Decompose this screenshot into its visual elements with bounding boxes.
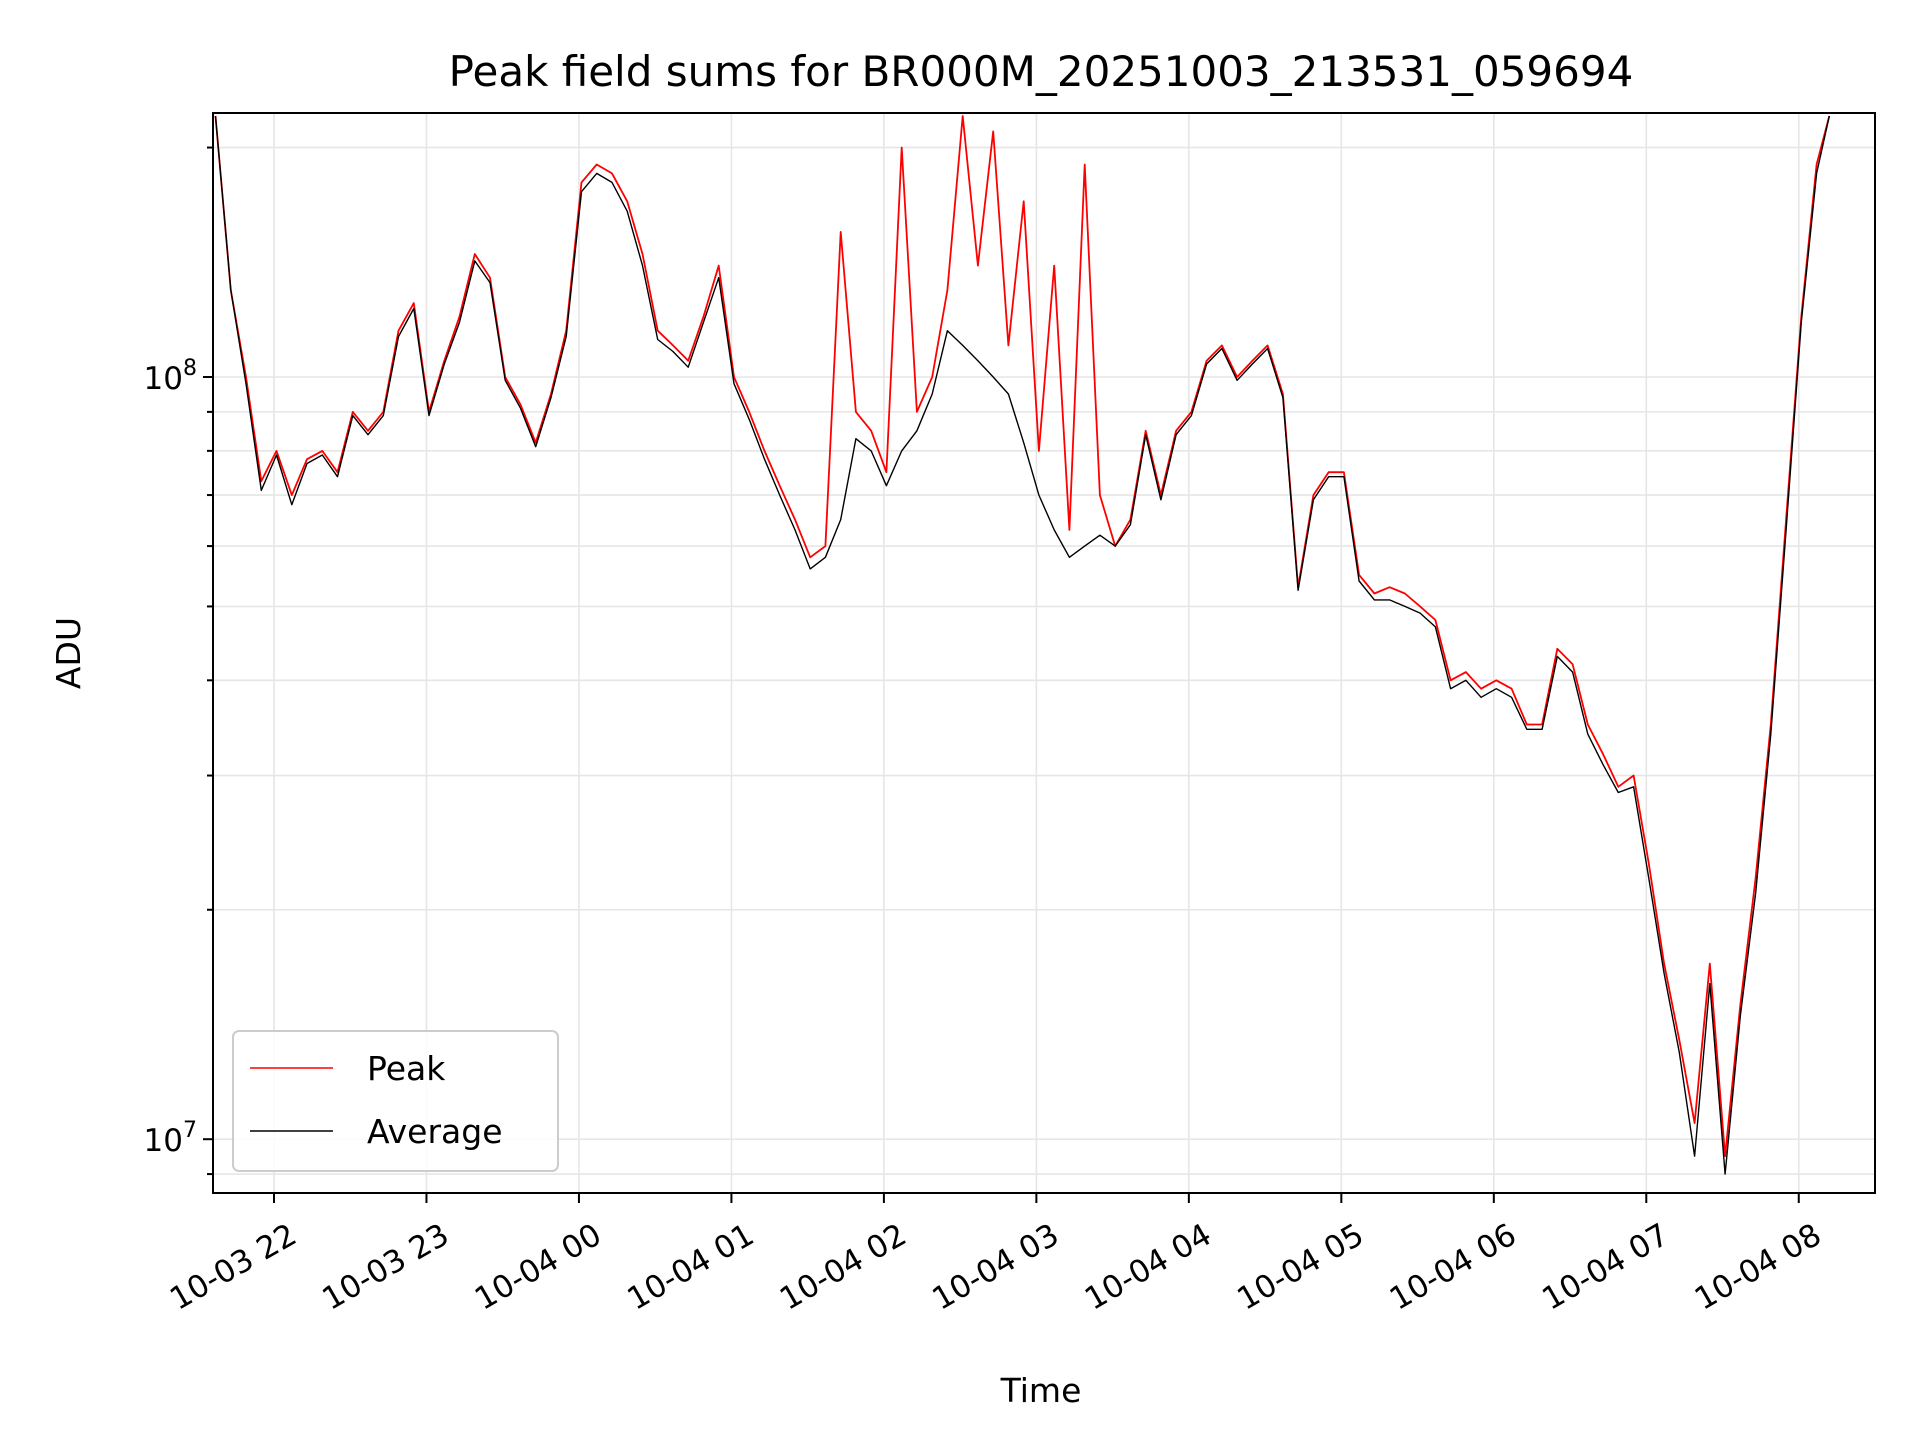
x-tick-label: 10-03 23: [316, 1217, 455, 1318]
x-tick-label: 10-04 02: [774, 1217, 913, 1318]
x-tick-label: 10-04 05: [1231, 1217, 1370, 1318]
y-axis-label: ADU: [49, 617, 88, 689]
y-tick-label: 108: [144, 356, 197, 397]
series-area: [214, 115, 1831, 1175]
x-axis-label: Time: [1000, 1371, 1082, 1410]
legend-average-label: Average: [367, 1112, 503, 1151]
x-tick-label: 10-04 04: [1079, 1217, 1218, 1318]
y-tick-label: 107: [144, 1118, 197, 1159]
plot-frame: [212, 112, 1876, 1194]
legend: Peak Average: [232, 1030, 559, 1172]
legend-box: [232, 1030, 559, 1172]
x-tick-label: 10-04 00: [469, 1217, 608, 1318]
grid: [213, 113, 1875, 1193]
chart-title: Peak field sums for BR000M_20251003_2135…: [449, 47, 1634, 96]
series-line-peak: [214, 115, 1831, 1158]
x-tick-label: 10-04 01: [621, 1217, 760, 1318]
x-tick-label: 10-04 03: [926, 1217, 1065, 1318]
x-tick-label: 10-04 06: [1384, 1217, 1523, 1318]
legend-peak-label: Peak: [367, 1049, 446, 1088]
x-tick-label: 10-04 07: [1536, 1217, 1675, 1318]
series-line-average: [214, 115, 1830, 1175]
x-tick-label: 10-04 08: [1689, 1217, 1828, 1318]
x-tick-label: 10-03 22: [164, 1217, 303, 1318]
